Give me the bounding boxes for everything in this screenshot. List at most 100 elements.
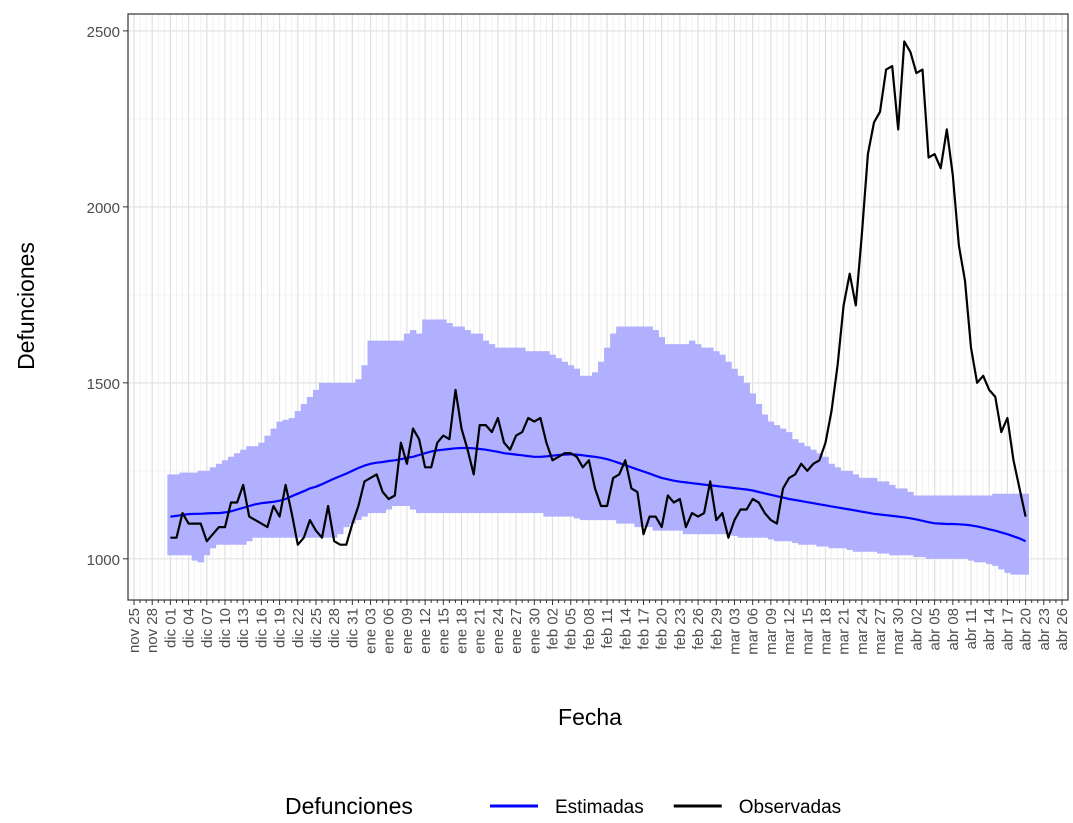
confidence-band — [889, 484, 896, 556]
x-tick-label: ene 09 — [399, 608, 416, 654]
confidence-band — [379, 340, 387, 514]
x-tick-label: feb 26 — [690, 608, 707, 650]
confidence-band — [470, 333, 477, 514]
confidence-band — [270, 428, 277, 538]
confidence-band — [452, 326, 459, 514]
confidence-band — [676, 344, 684, 531]
confidence-band — [967, 495, 975, 561]
confidence-band — [755, 403, 763, 538]
confidence-band — [634, 326, 641, 528]
confidence-band — [446, 323, 453, 514]
confidence-band — [598, 361, 605, 521]
confidence-band — [688, 340, 696, 535]
confidence-band — [798, 442, 805, 545]
confidence-band — [779, 428, 787, 542]
x-tick-label: nov 25 — [126, 608, 143, 653]
confidence-band — [258, 442, 265, 538]
confidence-band — [652, 330, 659, 531]
confidence-band — [306, 396, 314, 538]
x-tick-label: dic 22 — [290, 608, 307, 648]
x-tick-label: mar 15 — [799, 608, 816, 655]
confidence-band — [713, 351, 720, 535]
confidence-band — [743, 382, 750, 538]
confidence-band — [325, 382, 332, 538]
confidence-band — [725, 361, 732, 535]
confidence-band — [349, 382, 356, 524]
confidence-band — [500, 347, 508, 514]
x-tick-label: mar 03 — [726, 608, 743, 655]
confidence-band — [682, 344, 690, 535]
confidence-band — [434, 319, 441, 514]
confidence-band — [858, 477, 866, 552]
confidence-band — [288, 418, 296, 538]
x-tick-label: dic 07 — [199, 608, 216, 648]
confidence-band — [1022, 493, 1029, 575]
confidence-band — [616, 326, 623, 524]
x-tick-label: feb 14 — [617, 608, 634, 650]
confidence-band — [422, 319, 429, 514]
confidence-band — [409, 330, 417, 510]
confidence-band — [955, 495, 963, 559]
confidence-band — [737, 375, 744, 538]
x-tick-label: ene 24 — [490, 608, 507, 654]
confidence-band — [792, 439, 799, 543]
x-tick-label: ene 03 — [363, 608, 380, 654]
confidence-band — [337, 382, 344, 535]
confidence-band — [537, 351, 544, 514]
confidence-band — [507, 347, 514, 514]
x-tick-label: abr 26 — [1054, 608, 1071, 651]
x-tick-label: abr 11 — [963, 608, 980, 649]
x-tick-label: ene 30 — [526, 608, 543, 654]
x-tick-label: mar 18 — [817, 608, 834, 655]
confidence-band — [974, 495, 981, 563]
legend-label: Observadas — [739, 797, 841, 818]
confidence-band — [949, 495, 957, 559]
series-line — [170, 40, 1027, 546]
confidence-band — [767, 421, 775, 540]
x-tick-label: mar 21 — [836, 608, 853, 655]
x-tick-label: abr 17 — [999, 608, 1016, 651]
confidence-band — [628, 326, 635, 524]
confidence-band — [361, 365, 368, 517]
confidence-band — [440, 319, 447, 514]
confidence-band — [555, 358, 562, 517]
confidence-band — [937, 495, 945, 559]
x-tick-label: dic 25 — [308, 608, 325, 648]
confidence-band — [610, 333, 617, 521]
confidence-band — [458, 326, 465, 514]
panel-border — [127, 13, 1069, 601]
confidence-band — [240, 449, 247, 545]
x-tick-label: abr 05 — [927, 608, 944, 651]
y-tick-label: 2500 — [87, 24, 120, 41]
confidence-band — [761, 414, 769, 538]
x-tick-label: ene 18 — [454, 608, 471, 654]
x-tick-label: ene 15 — [435, 608, 452, 654]
confidence-band — [318, 382, 326, 538]
x-tick-label: dic 10 — [217, 608, 234, 648]
x-tick-label: ene 27 — [508, 608, 525, 654]
x-tick-label: feb 20 — [654, 608, 671, 650]
x-tick-label: feb 08 — [581, 608, 598, 650]
confidence-band — [428, 319, 435, 514]
confidence-band — [373, 340, 380, 514]
confidence-band — [403, 333, 411, 507]
confidence-band — [343, 382, 350, 528]
confidence-band — [221, 460, 229, 545]
confidence-band — [543, 351, 550, 517]
confidence-band — [913, 495, 920, 558]
x-tick-label: feb 29 — [708, 608, 725, 650]
confidence-band — [385, 340, 393, 510]
x-tick-label: mar 12 — [781, 608, 798, 655]
confidence-band — [367, 340, 374, 514]
x-tick-label: feb 23 — [672, 608, 689, 650]
confidence-band — [773, 425, 781, 542]
x-tick-label: abr 20 — [1018, 608, 1035, 651]
confidence-band — [931, 495, 938, 559]
confidence-band — [658, 337, 666, 531]
confidence-band — [1016, 493, 1023, 575]
confidence-band — [416, 333, 423, 514]
confidence-band — [561, 361, 568, 517]
confidence-band — [877, 481, 884, 554]
confidence-band — [895, 488, 902, 556]
confidence-band — [816, 453, 823, 547]
